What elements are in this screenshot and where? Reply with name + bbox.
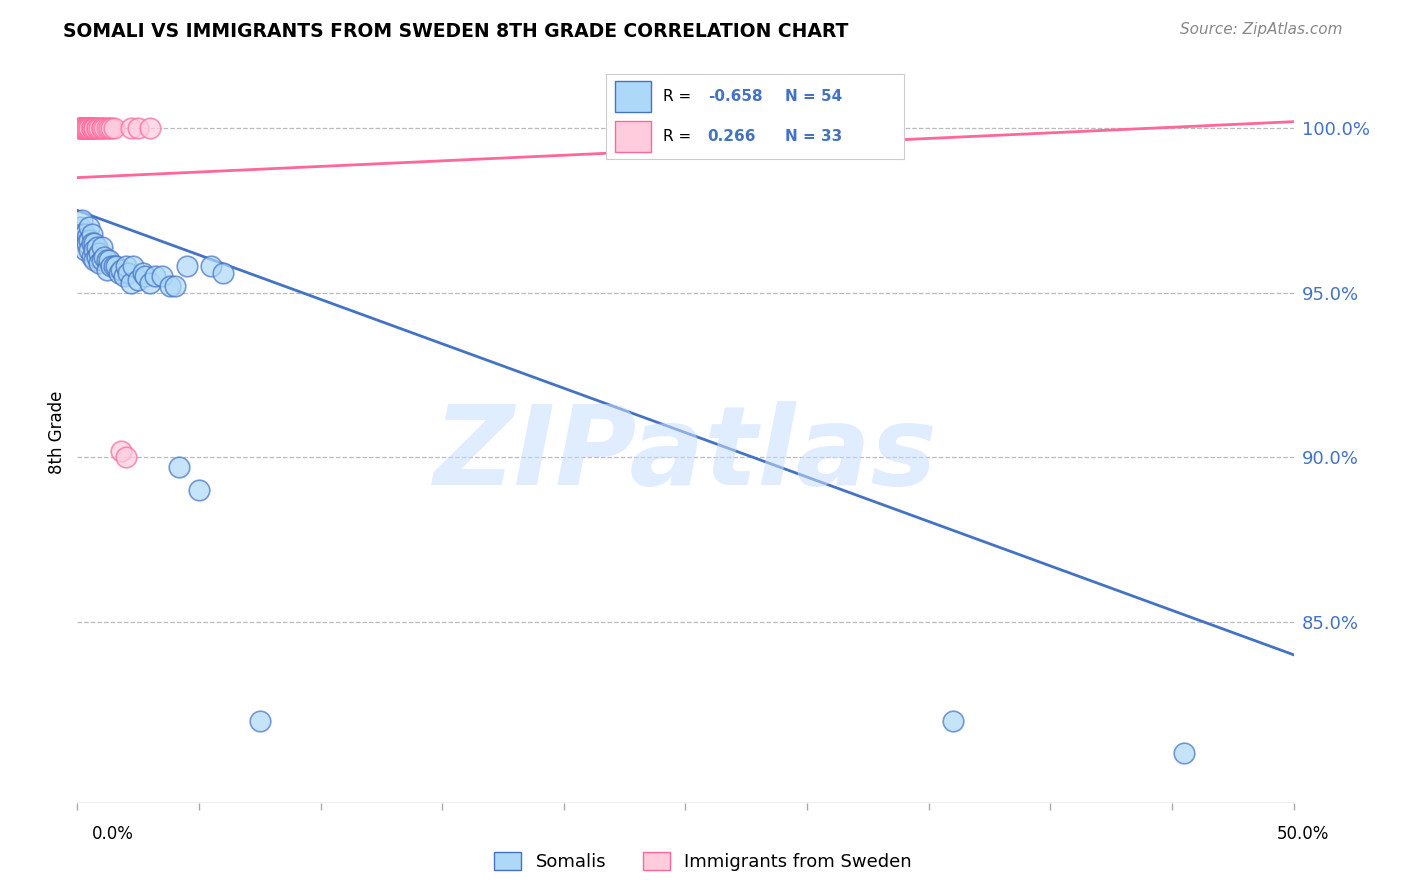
- Point: [79, 233, 101, 247]
- Point: [76, 230, 98, 244]
- Point: [212, 266, 235, 280]
- Point: [69, 121, 91, 136]
- Point: [97, 121, 120, 136]
- Point: [89, 121, 111, 136]
- Point: [83, 243, 105, 257]
- Point: [70, 121, 93, 136]
- Point: [120, 276, 142, 290]
- Point: [90, 121, 112, 136]
- Point: [80, 236, 103, 251]
- Text: 50.0%: 50.0%: [1277, 825, 1329, 843]
- Point: [127, 121, 149, 136]
- Point: [942, 714, 965, 728]
- Point: [139, 121, 162, 136]
- Point: [76, 236, 98, 251]
- Point: [76, 121, 98, 136]
- Point: [79, 243, 101, 257]
- Text: SOMALI VS IMMIGRANTS FROM SWEDEN 8TH GRADE CORRELATION CHART: SOMALI VS IMMIGRANTS FROM SWEDEN 8TH GRA…: [63, 22, 849, 41]
- Point: [188, 483, 211, 498]
- Point: [132, 266, 155, 280]
- Point: [112, 269, 135, 284]
- Point: [83, 252, 105, 267]
- Point: [139, 276, 162, 290]
- Point: [96, 262, 118, 277]
- Point: [79, 219, 101, 234]
- Point: [103, 260, 125, 274]
- Point: [143, 269, 166, 284]
- Point: [70, 227, 93, 241]
- Point: [159, 279, 181, 293]
- Point: [115, 450, 138, 465]
- Point: [90, 252, 112, 267]
- Point: [200, 260, 222, 274]
- Point: [80, 121, 103, 136]
- Point: [120, 121, 142, 136]
- Point: [90, 240, 112, 254]
- Point: [83, 236, 105, 251]
- Point: [96, 121, 118, 136]
- Point: [80, 121, 103, 136]
- Point: [69, 219, 91, 234]
- Point: [69, 121, 91, 136]
- Point: [76, 121, 98, 136]
- Point: [86, 250, 108, 264]
- Point: [249, 714, 271, 728]
- Point: [79, 121, 101, 136]
- Point: [110, 262, 132, 277]
- Point: [69, 227, 91, 241]
- Point: [117, 266, 139, 280]
- Point: [89, 256, 111, 270]
- Text: 0.0%: 0.0%: [91, 825, 134, 843]
- Point: [115, 260, 138, 274]
- Point: [169, 460, 191, 475]
- Point: [105, 260, 128, 274]
- Text: ZIPatlas: ZIPatlas: [433, 401, 938, 508]
- Point: [70, 121, 93, 136]
- Y-axis label: 8th Grade: 8th Grade: [48, 391, 66, 475]
- Point: [100, 121, 122, 136]
- Point: [73, 236, 96, 251]
- Point: [73, 121, 96, 136]
- Point: [93, 250, 115, 264]
- Point: [86, 121, 108, 136]
- Point: [86, 121, 108, 136]
- Point: [83, 121, 105, 136]
- Point: [93, 121, 115, 136]
- Point: [83, 121, 105, 136]
- Point: [73, 243, 96, 257]
- Point: [70, 121, 93, 136]
- Point: [70, 213, 93, 227]
- Point: [96, 252, 118, 267]
- Point: [73, 121, 96, 136]
- Point: [107, 266, 129, 280]
- Text: Source: ZipAtlas.com: Source: ZipAtlas.com: [1180, 22, 1343, 37]
- Point: [1173, 747, 1195, 761]
- Point: [103, 121, 125, 136]
- Point: [86, 240, 108, 254]
- Point: [163, 279, 186, 293]
- Point: [176, 260, 198, 274]
- Point: [110, 443, 132, 458]
- Point: [122, 260, 145, 274]
- Point: [73, 227, 96, 241]
- Point: [134, 269, 156, 284]
- Point: [152, 269, 174, 284]
- Point: [73, 121, 96, 136]
- Legend: Somalis, Immigrants from Sweden: Somalis, Immigrants from Sweden: [486, 845, 920, 879]
- Point: [69, 121, 91, 136]
- Point: [127, 272, 149, 286]
- Point: [89, 246, 111, 260]
- Point: [79, 121, 101, 136]
- Point: [97, 252, 120, 267]
- Point: [80, 250, 103, 264]
- Point: [80, 121, 103, 136]
- Point: [80, 227, 103, 241]
- Point: [90, 121, 112, 136]
- Point: [100, 260, 122, 274]
